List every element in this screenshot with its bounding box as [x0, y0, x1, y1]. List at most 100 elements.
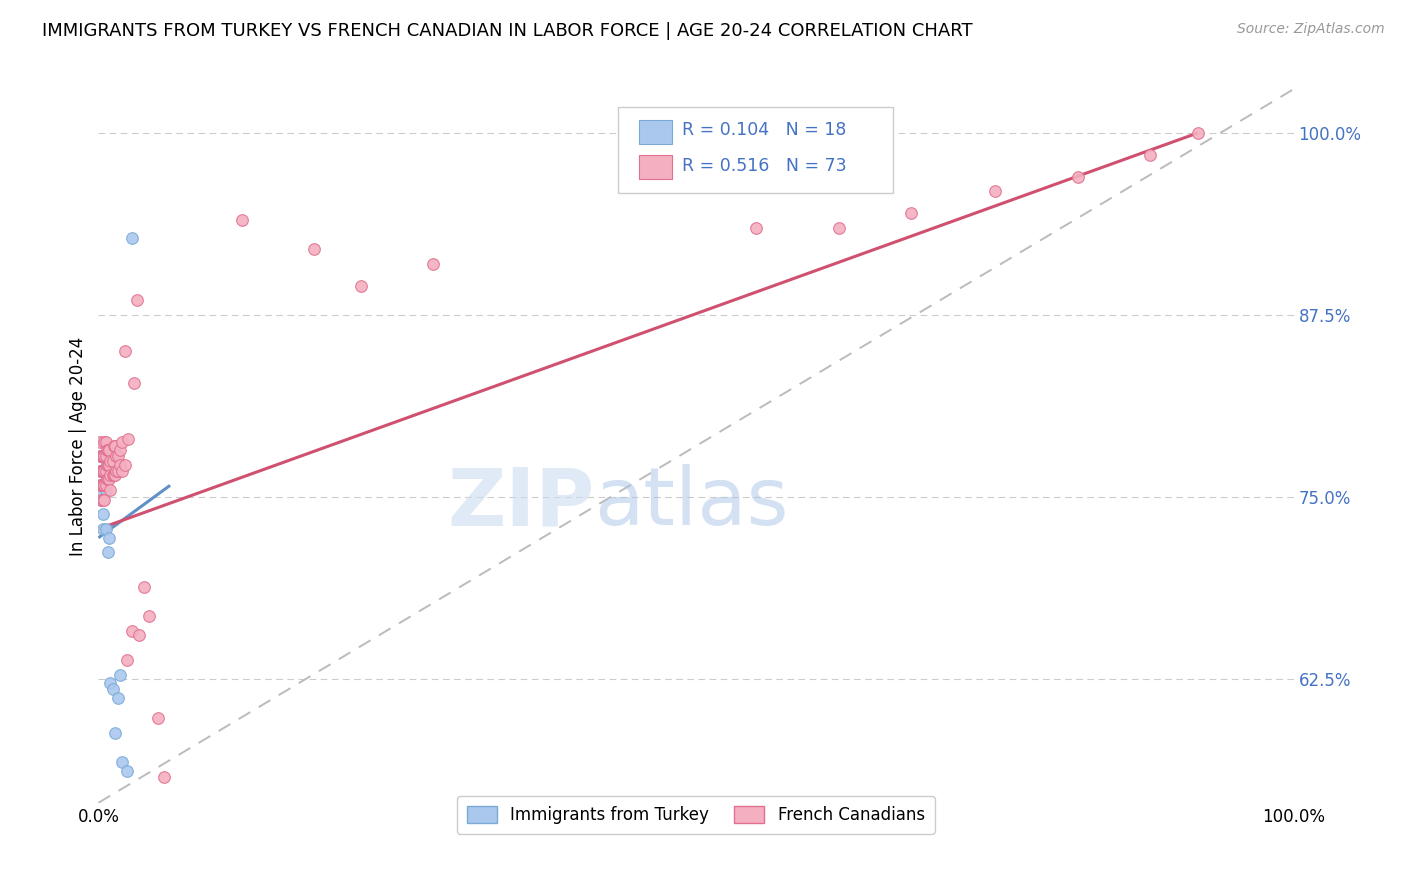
Point — [91, 478, 114, 492]
Point — [93, 464, 115, 478]
Point — [114, 344, 136, 359]
Point — [94, 522, 117, 536]
Point — [98, 443, 121, 458]
Point — [117, 432, 139, 446]
Point — [94, 478, 117, 492]
Point — [105, 449, 128, 463]
Point — [101, 453, 124, 467]
Text: R = 0.516   N = 73: R = 0.516 N = 73 — [682, 157, 846, 176]
Point — [96, 443, 118, 458]
Point — [125, 293, 148, 308]
Point — [91, 449, 114, 463]
Point — [121, 231, 143, 245]
Point — [90, 464, 112, 478]
Point — [90, 492, 112, 507]
Point — [107, 690, 129, 705]
Point — [302, 243, 325, 257]
Point — [89, 478, 111, 492]
Point — [1139, 147, 1161, 161]
Point — [90, 449, 112, 463]
Point — [94, 483, 117, 497]
Text: R = 0.104   N = 18: R = 0.104 N = 18 — [682, 121, 846, 139]
Text: Source: ZipAtlas.com: Source: ZipAtlas.com — [1237, 22, 1385, 37]
Point — [94, 468, 117, 483]
Point — [138, 609, 160, 624]
Point — [132, 580, 155, 594]
Point — [94, 464, 117, 478]
Point — [90, 478, 112, 492]
Point — [422, 257, 444, 271]
Point — [350, 278, 373, 293]
Point — [104, 468, 127, 483]
Point — [89, 449, 111, 463]
Point — [98, 531, 121, 545]
Point — [984, 184, 1007, 198]
Point — [97, 473, 120, 487]
Point — [828, 220, 851, 235]
Point — [91, 464, 114, 478]
Point — [111, 434, 134, 449]
Point — [107, 464, 129, 478]
Point — [91, 492, 114, 507]
Point — [1067, 169, 1090, 184]
Point — [96, 473, 118, 487]
Point — [98, 473, 121, 487]
Point — [98, 676, 122, 690]
Point — [98, 458, 121, 472]
Point — [94, 434, 117, 449]
Y-axis label: In Labor Force | Age 20-24: In Labor Force | Age 20-24 — [69, 336, 87, 556]
Point — [91, 522, 114, 536]
Text: atlas: atlas — [595, 464, 789, 542]
Text: IMMIGRANTS FROM TURKEY VS FRENCH CANADIAN IN LABOR FORCE | AGE 20-24 CORRELATION: IMMIGRANTS FROM TURKEY VS FRENCH CANADIA… — [42, 22, 973, 40]
Point — [231, 213, 253, 227]
Point — [89, 434, 111, 449]
Point — [91, 508, 114, 522]
Point — [90, 492, 112, 507]
Point — [90, 483, 112, 497]
Point — [900, 206, 922, 220]
Point — [97, 545, 120, 559]
Point — [745, 220, 768, 235]
Point — [108, 458, 131, 472]
Point — [97, 458, 120, 472]
Point — [124, 376, 146, 391]
Point — [93, 492, 115, 507]
Legend: Immigrants from Turkey, French Canadians: Immigrants from Turkey, French Canadians — [457, 796, 935, 834]
Point — [93, 478, 115, 492]
Point — [114, 458, 136, 472]
Point — [128, 628, 150, 642]
Point — [98, 468, 122, 483]
Point — [101, 468, 124, 483]
Bar — [638, 155, 672, 179]
Point — [153, 770, 176, 784]
Point — [98, 483, 122, 497]
Point — [148, 711, 170, 725]
Point — [91, 449, 114, 463]
Bar — [638, 120, 672, 144]
Point — [98, 453, 122, 467]
Text: ZIP: ZIP — [447, 464, 595, 542]
Point — [104, 439, 127, 453]
Point — [108, 667, 131, 681]
Point — [93, 434, 115, 449]
Point — [96, 458, 118, 472]
Point — [111, 755, 134, 769]
Point — [115, 653, 138, 667]
Point — [96, 457, 118, 471]
Point — [115, 764, 138, 778]
Point — [103, 468, 125, 483]
Point — [97, 443, 120, 458]
Point — [101, 682, 124, 697]
Point — [91, 478, 114, 492]
FancyBboxPatch shape — [619, 107, 893, 193]
Point — [91, 464, 114, 478]
Point — [1187, 126, 1209, 140]
Point — [89, 464, 111, 478]
Point — [108, 443, 131, 458]
Point — [93, 449, 115, 463]
Point — [104, 726, 127, 740]
Point — [107, 449, 129, 463]
Point — [103, 439, 125, 453]
Point — [111, 464, 134, 478]
Point — [94, 449, 117, 463]
